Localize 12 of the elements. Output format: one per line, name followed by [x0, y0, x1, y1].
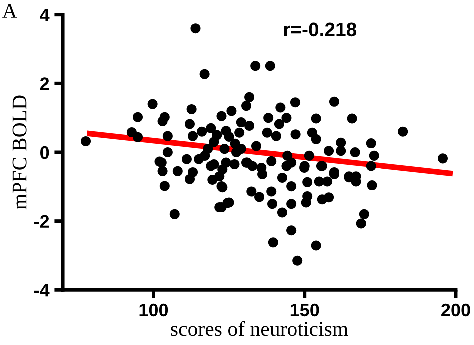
y-tick-label: 4 — [40, 8, 50, 22]
x-tick-label: 100 — [140, 304, 168, 317]
y-tick-label: -2 — [34, 215, 50, 228]
y-tick-label: 2 — [40, 78, 50, 90]
y-axis-title: mPFC BOLD — [12, 96, 27, 210]
annotation: r=-0.218 — [284, 22, 357, 37]
x-tick-label: 150 — [290, 304, 320, 317]
x-axis-title: scores of neuroticism — [171, 321, 348, 336]
y-tick-label: -4 — [34, 284, 50, 297]
x-tick-label: 200 — [442, 304, 470, 317]
chart-title: A — [2, 4, 18, 18]
y-tick-label: 0 — [40, 146, 50, 160]
